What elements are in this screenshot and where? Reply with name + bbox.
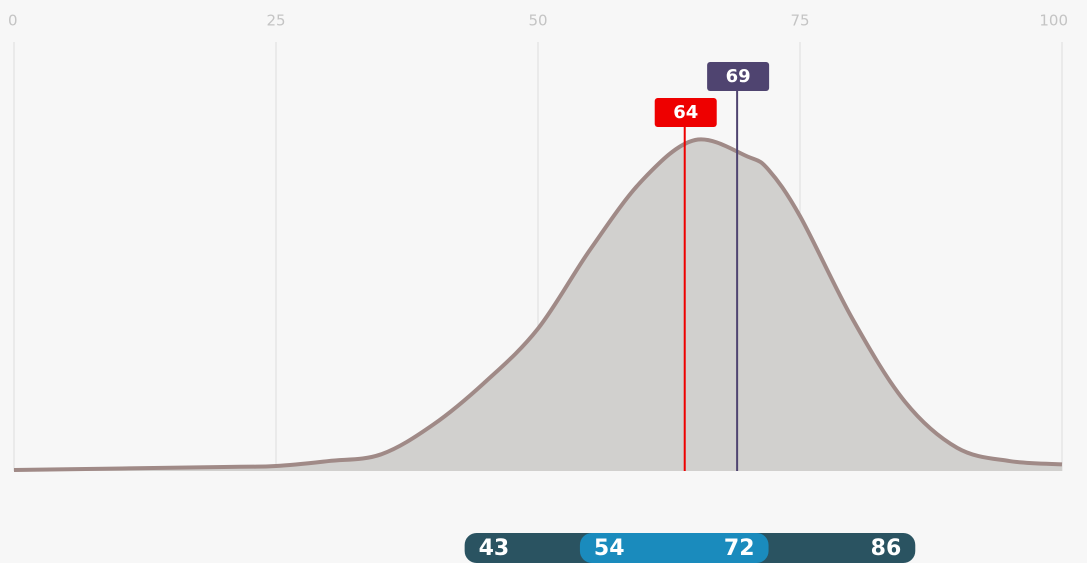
x-tick-label: 75: [790, 12, 809, 30]
band-label: 86: [871, 536, 902, 561]
marker-box: [707, 62, 770, 91]
x-tick-label: 50: [528, 12, 547, 30]
x-tick-label: 0: [8, 12, 18, 30]
x-tick-label: 100: [1039, 12, 1068, 30]
band-label: 72: [724, 536, 755, 561]
marker-label: 64: [673, 102, 698, 123]
density-area: [14, 139, 1062, 472]
marker-label: 69: [726, 66, 751, 87]
x-tick-label: 25: [266, 12, 285, 30]
band-label: 54: [594, 536, 625, 561]
marker-box: [654, 98, 717, 127]
band-inner: [579, 533, 769, 563]
band-label: 43: [479, 536, 510, 561]
density-line: [13, 137, 1063, 473]
